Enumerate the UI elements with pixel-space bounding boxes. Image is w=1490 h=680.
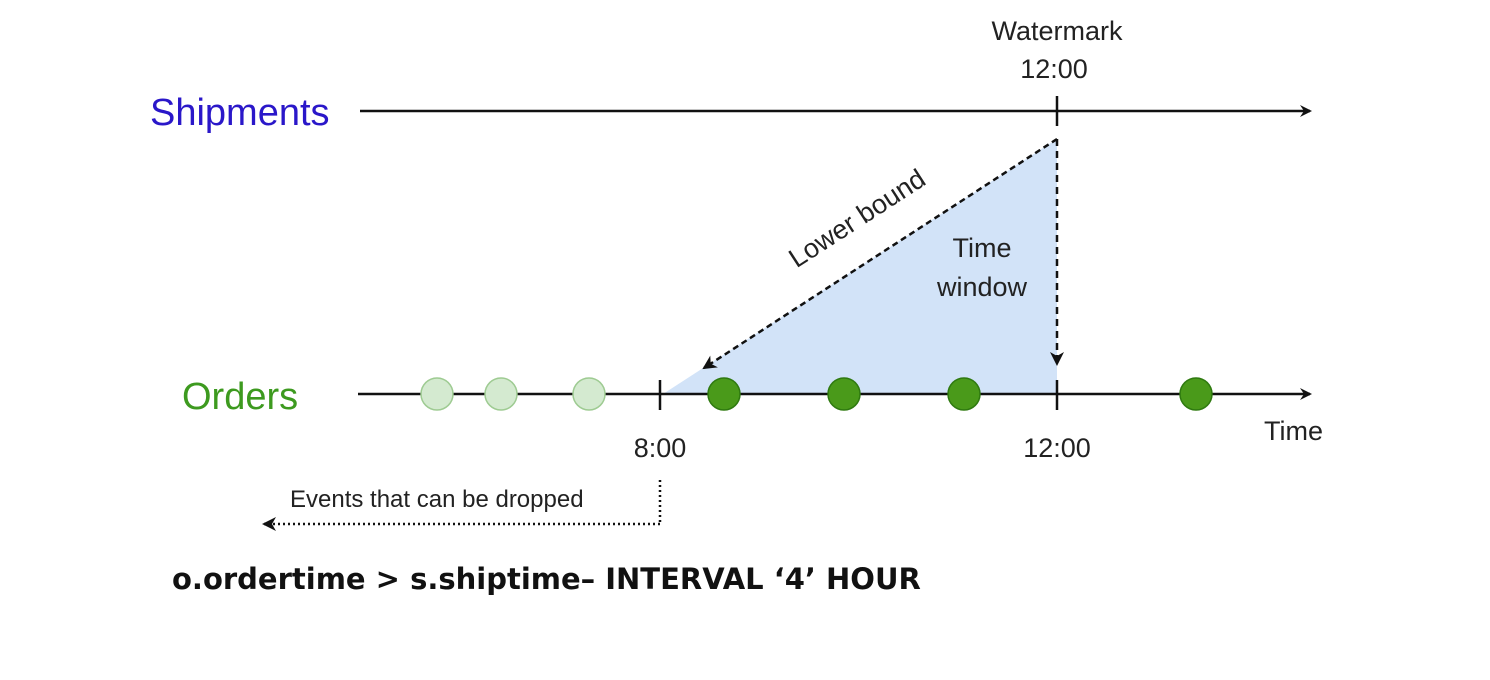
time-window-label-line2: window bbox=[936, 272, 1028, 302]
dropped-event bbox=[420, 377, 454, 411]
dropped-events-label: Events that can be dropped bbox=[290, 486, 584, 513]
end-tick-label: 12:00 bbox=[1023, 433, 1091, 463]
shipments-label: Shipments bbox=[150, 92, 330, 134]
start-tick-label: 8:00 bbox=[634, 433, 687, 463]
active-event bbox=[827, 377, 861, 411]
dropped-event bbox=[572, 377, 606, 411]
watermark-time: 12:00 bbox=[1020, 54, 1088, 84]
orders-label: Orders bbox=[182, 376, 298, 418]
active-event bbox=[1179, 377, 1213, 411]
active-event bbox=[947, 377, 981, 411]
time-window-label-line1: Time bbox=[953, 233, 1012, 263]
active-event bbox=[707, 377, 741, 411]
lower-bound-arrow bbox=[702, 137, 1058, 370]
dropped-event bbox=[484, 377, 518, 411]
time-axis-label: Time bbox=[1264, 416, 1323, 446]
join-condition-formula: o.ordertime > s.shiptime– INTERVAL ‘4’ H… bbox=[172, 562, 921, 596]
watermark-title: Watermark bbox=[991, 16, 1123, 46]
